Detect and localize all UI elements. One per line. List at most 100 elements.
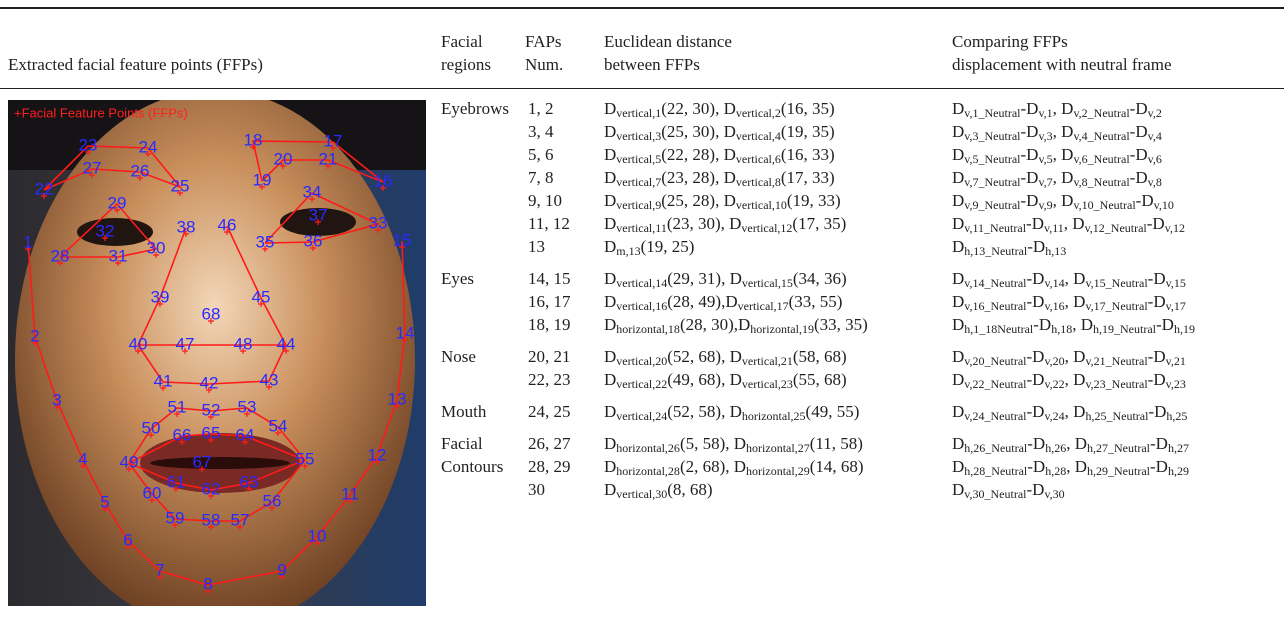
subscript: v,7	[1038, 175, 1052, 189]
point-label: 68	[202, 304, 221, 323]
subscript: v,21_Neutral	[1085, 354, 1147, 368]
formula-text: (2, 68), D	[680, 457, 746, 476]
subscript: h,13_Neutral	[964, 244, 1027, 258]
subscript: vertical,7	[616, 175, 661, 189]
formula-text: (16, 33)	[781, 145, 835, 164]
formula-text: D	[604, 237, 616, 256]
point-label: 43	[260, 370, 279, 389]
formula-text: , D	[1066, 434, 1087, 453]
formula-text: (23, 28), D	[661, 168, 736, 187]
subscript: v,4_Neutral	[1073, 129, 1129, 143]
subscript: v,9_Neutral	[964, 198, 1020, 212]
faps-cell: 5, 6	[528, 143, 554, 166]
subscript: v,22	[1044, 377, 1064, 391]
subscript: horizontal,27	[746, 441, 810, 455]
faps-cell: 24, 25	[528, 400, 571, 423]
formula-text: (52, 68), D	[667, 347, 742, 366]
distance-cell: Dhorizontal,26(5, 58), Dhorizontal,27(11…	[604, 432, 863, 455]
point-label: 1	[23, 232, 32, 251]
compare-cell: Dh,28_Neutral-Dh,28, Dh,29_Neutral-Dh,29	[952, 455, 1189, 478]
subscript: horizontal,26	[616, 441, 680, 455]
formula-text: D	[952, 168, 964, 187]
formula-text: (33, 35)	[814, 315, 868, 334]
point-label: 4	[78, 449, 87, 468]
point-label: 6	[123, 530, 132, 549]
subscript: v,6_Neutral	[1073, 152, 1129, 166]
subscript: h,29	[1168, 464, 1189, 478]
distance-cell: Dvertical,20(52, 68), Dvertical,21(58, 6…	[604, 345, 847, 368]
formula-text: D	[952, 347, 964, 366]
subscript: vertical,15	[742, 276, 793, 290]
formula-text: D	[952, 99, 964, 118]
header-line: Num.	[525, 53, 563, 76]
formula-text: -D	[1130, 122, 1148, 141]
point-label: 66	[173, 425, 192, 444]
formula-text: -D	[1027, 457, 1045, 476]
point-label: 12	[368, 445, 387, 464]
formula-text: D	[604, 457, 616, 476]
formula-text: D	[604, 370, 616, 389]
formula-text: -D	[1148, 292, 1166, 311]
point-label: 15	[393, 230, 412, 249]
point-label: 39	[151, 287, 170, 306]
subscript: vertical,12	[741, 221, 792, 235]
distance-cell: Dvertical,16(28, 49),Dvertical,17(33, 55…	[604, 290, 842, 313]
header-line: between FFPs	[604, 53, 732, 76]
formula-text: , D	[1053, 99, 1074, 118]
formula-text: -D	[1020, 191, 1038, 210]
formula-text: -D	[1027, 434, 1045, 453]
distance-cell: Dhorizontal,18(28, 30),Dhorizontal,19(33…	[604, 313, 868, 336]
formula-text: (55, 68)	[793, 370, 847, 389]
subscript: vertical,21	[742, 354, 793, 368]
subscript: v,10_Neutral	[1073, 198, 1135, 212]
formula-text: D	[952, 480, 964, 499]
distance-cell: Dvertical,24(52, 58), Dhorizontal,25(49,…	[604, 400, 859, 423]
face-image: +Facial Feature Points (FFPs) 1234567891…	[8, 100, 426, 606]
point-label: 26	[131, 161, 150, 180]
formula-text: -D	[1148, 347, 1166, 366]
page: Extracted facial feature points (FFPs) F…	[0, 0, 1284, 620]
subscript: v,8	[1148, 175, 1162, 189]
formula-text: -D	[1136, 191, 1154, 210]
formula-text: , D	[1065, 269, 1086, 288]
compare-cell: Dv,22_Neutral-Dv,22, Dv,23_Neutral-Dv,23	[952, 368, 1186, 391]
point-label: 45	[252, 287, 271, 306]
subscript: vertical,5	[616, 152, 661, 166]
formula-text: (29, 31), D	[667, 269, 742, 288]
subscript: v,12	[1165, 221, 1185, 235]
formula-text: D	[604, 480, 616, 499]
formula-text: -D	[1148, 269, 1166, 288]
subscript: v,12_Neutral	[1085, 221, 1147, 235]
point-label: 50	[142, 418, 161, 437]
point-label: 22	[35, 179, 54, 198]
formula-text: D	[952, 214, 964, 233]
formula-text: -D	[1148, 402, 1166, 421]
subscript: v,11_Neutral	[964, 221, 1026, 235]
image-caption: +Facial Feature Points (FFPs)	[14, 105, 188, 120]
point-label: 67	[193, 452, 212, 471]
point-label: 14	[396, 323, 415, 342]
subscript: vertical,30	[616, 487, 667, 501]
subscript: horizontal,18	[616, 322, 680, 336]
faps-cell: 22, 23	[528, 368, 571, 391]
point-label: 32	[96, 221, 115, 240]
faps-cell: 26, 27	[528, 432, 571, 455]
formula-text: -D	[1026, 292, 1044, 311]
subscript: v,3	[1038, 129, 1052, 143]
subscript: h,27_Neutral	[1087, 441, 1150, 455]
formula-text: (22, 30), D	[661, 99, 736, 118]
subscript: h,25_Neutral	[1085, 409, 1148, 423]
subscript: vertical,6	[736, 152, 781, 166]
subscript: horizontal,29	[746, 464, 810, 478]
subscript: horizontal,25	[742, 409, 806, 423]
subscript: h,26	[1045, 441, 1066, 455]
compare-cell: Dh,26_Neutral-Dh,26, Dh,27_Neutral-Dh,27	[952, 432, 1189, 455]
formula-text: -D	[1033, 315, 1051, 334]
formula-text: -D	[1026, 370, 1044, 389]
point-label: 51	[168, 397, 187, 416]
subscript: horizontal,19	[750, 322, 814, 336]
formula-text: (58, 68)	[793, 347, 847, 366]
formula-text: , D	[1053, 122, 1074, 141]
subscript: v,16_Neutral	[964, 299, 1026, 313]
point-label: 7	[155, 560, 164, 579]
